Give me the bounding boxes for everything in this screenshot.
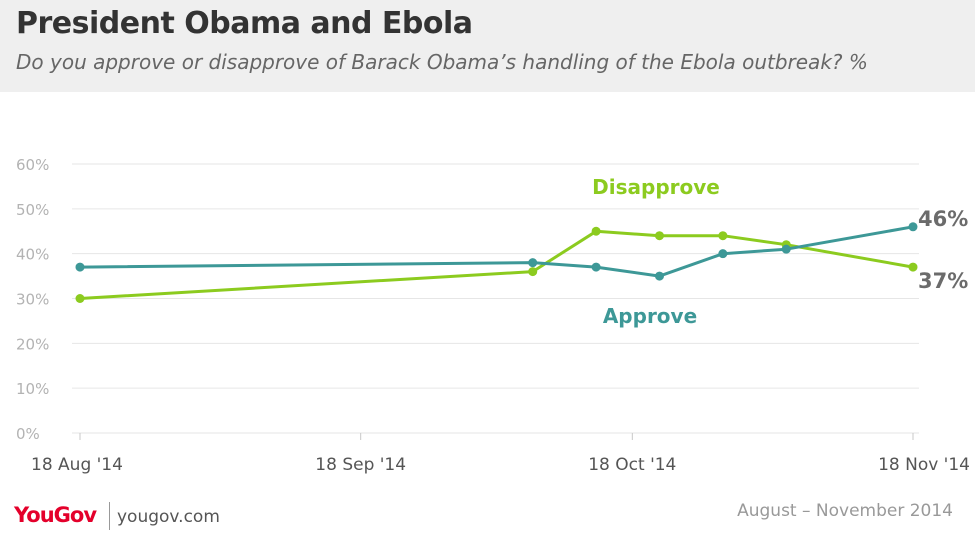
header-bar: President Obama and Ebola Do you approve… <box>0 0 975 92</box>
y-tick-label: 40% <box>16 246 49 264</box>
chart-title: President Obama and Ebola <box>16 6 473 41</box>
footer-divider <box>109 502 110 530</box>
y-tick-label: 20% <box>16 335 49 353</box>
data-point-disapprove <box>718 231 728 241</box>
data-point-disapprove <box>75 294 85 303</box>
line-chart: 0% 10% 20% 30% 40% 50% 60% 18 Aug '14 18 Sep '14… <box>16 156 970 475</box>
data-point-approve <box>528 258 538 268</box>
data-point-approve <box>908 222 918 232</box>
x-tick-label: 18 Nov '14 <box>878 455 970 475</box>
yougov-logo: YouGov <box>14 503 97 527</box>
data-point-approve <box>654 271 664 281</box>
footer-date-range: August – November 2014 <box>737 501 953 521</box>
series-label-disapprove: Disapprove <box>592 175 720 199</box>
chart-subtitle: Do you approve or disapprove of Barack O… <box>16 50 868 74</box>
y-tick-label: 0% <box>16 425 40 443</box>
data-point-approve <box>718 249 728 259</box>
end-label-approve: 46% <box>918 207 968 231</box>
x-tick-label: 18 Aug '14 <box>31 455 123 475</box>
series-label-approve: Approve <box>603 304 697 328</box>
data-point-disapprove <box>908 262 918 272</box>
data-point-disapprove <box>591 226 601 236</box>
x-tick-label: 18 Oct '14 <box>588 455 676 475</box>
y-tick-label: 10% <box>16 380 49 398</box>
y-tick-label: 50% <box>16 201 49 219</box>
end-label-disapprove: 37% <box>918 269 968 293</box>
data-point-disapprove <box>528 267 538 277</box>
y-tick-label: 30% <box>16 291 49 309</box>
footer-url: yougov.com <box>117 507 220 527</box>
data-point-approve <box>781 244 791 254</box>
data-point-approve <box>75 262 85 272</box>
data-point-approve <box>591 262 601 272</box>
data-point-disapprove <box>654 231 664 241</box>
x-tick-label: 18 Sep '14 <box>315 455 406 475</box>
y-tick-label: 60% <box>16 156 49 174</box>
